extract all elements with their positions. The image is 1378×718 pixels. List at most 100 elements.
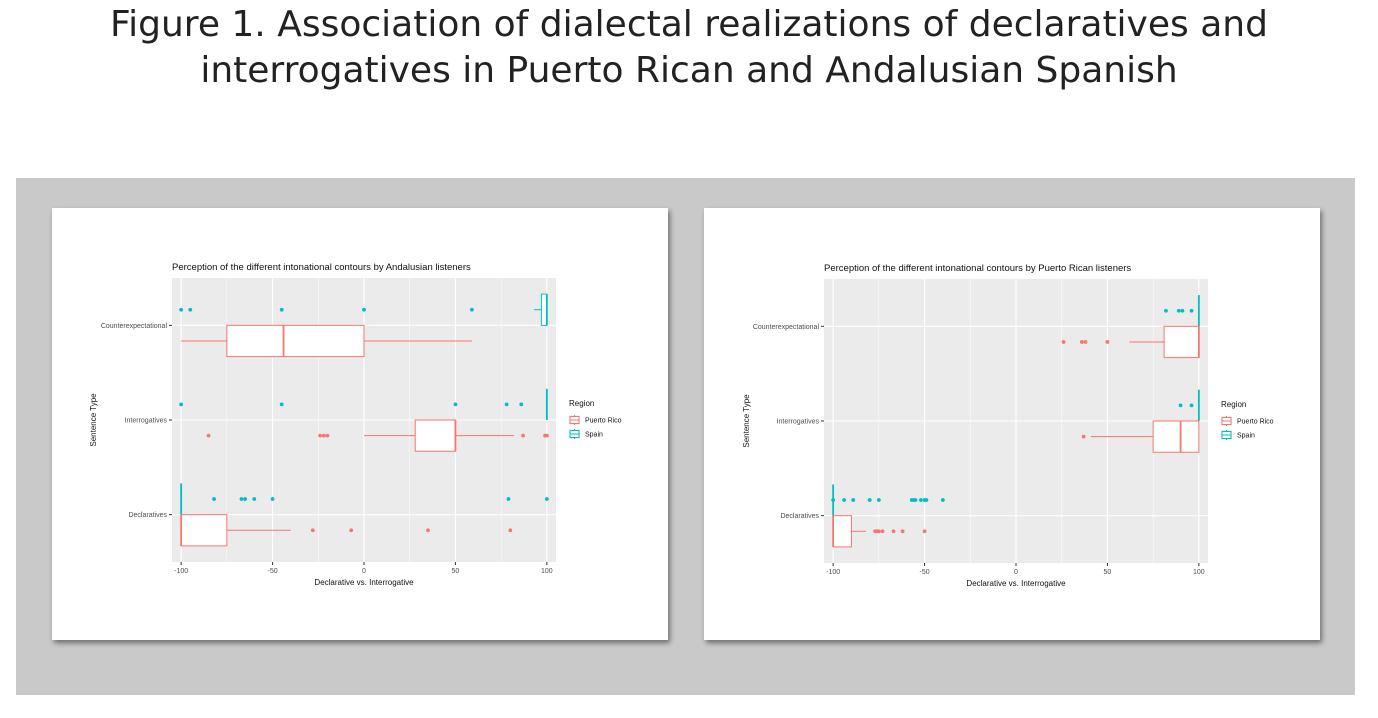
- box-puerto-rico-interrogatives: [1081, 420, 1200, 453]
- outlier-point: [179, 307, 184, 312]
- box-iqr: [180, 514, 228, 547]
- outlier-point: [1083, 340, 1088, 344]
- outlier-point: [544, 433, 549, 438]
- outlier-point: [239, 497, 244, 501]
- outlier-point: [504, 402, 509, 407]
- y-tick-label: Declaratives: [128, 512, 167, 519]
- outlier-point: [922, 529, 927, 534]
- outlier-point: [891, 529, 896, 534]
- outlier-point: [188, 307, 193, 312]
- x-tick-label: 100: [541, 568, 553, 575]
- figure-title-line1: Figure 1. Association of dialectal reali…: [110, 4, 1268, 45]
- box-iqr: [1163, 325, 1200, 359]
- outlier-point: [519, 402, 524, 407]
- outlier-point: [1189, 403, 1194, 408]
- outlier-point: [426, 528, 430, 533]
- outlier-point: [1061, 340, 1066, 344]
- x-tick-label: 0: [362, 568, 366, 575]
- outlier-point: [876, 498, 881, 502]
- outlier-point: [880, 529, 885, 534]
- box-spain-interrogatives: [1178, 389, 1200, 421]
- legend-key-puerto-rico: [569, 415, 580, 425]
- y-axis-label: Sentence Type: [89, 393, 98, 447]
- boxplot-andalusian: -100 -50 0 50 100 Declaratives Interrogatives C…: [89, 262, 622, 587]
- outlier-point: [279, 307, 284, 312]
- box-spain-counterexpectational: [179, 293, 548, 326]
- x-axis-label: Declarative vs. Interrogative: [314, 578, 414, 587]
- outlier-point: [1189, 308, 1194, 313]
- outlier-point: [310, 528, 315, 533]
- outlier-point: [469, 307, 474, 312]
- outlier-point: [544, 497, 549, 501]
- x-tick-label: 50: [452, 568, 460, 575]
- figure-title: Figure 1. Association of dialectal reali…: [0, 2, 1378, 94]
- x-axis-label: Declarative vs. Interrogative: [966, 579, 1066, 588]
- legend-key-spain: [1221, 430, 1232, 440]
- legend-label: Spain: [1237, 433, 1255, 440]
- legend-key-spain: [569, 429, 580, 439]
- outlier-point: [1180, 308, 1185, 313]
- outlier-point: [900, 529, 905, 534]
- outlier-point: [243, 497, 248, 501]
- box-puerto-rico-declaratives: [832, 515, 927, 548]
- box-spain-declaratives: [180, 483, 549, 515]
- y-tick-label: Counterexpectational: [753, 324, 820, 331]
- outlier-point: [1164, 308, 1168, 313]
- outlier-point: [919, 498, 923, 502]
- outlier-point: [521, 433, 525, 438]
- x-tick-label: -50: [268, 568, 278, 575]
- outlier-point: [1178, 403, 1183, 408]
- outlier-point: [1105, 340, 1110, 344]
- x-tick-label: 0: [1014, 569, 1018, 576]
- legend-title: Region: [1221, 400, 1246, 409]
- box-puerto-rico-declaratives: [180, 514, 513, 547]
- x-tick-label: -100: [174, 568, 188, 575]
- legend-label: Spain: [585, 432, 603, 439]
- outlier-point: [506, 497, 511, 501]
- outlier-point: [325, 433, 330, 438]
- outlier-point: [1079, 340, 1084, 344]
- outlier-point: [940, 498, 945, 502]
- box-puerto-rico-interrogatives: [206, 419, 549, 452]
- outlier-point: [1081, 434, 1086, 439]
- boxplot-puerto-rican: -100 -50 0 50 100 Declaratives Interrogatives C…: [742, 263, 1274, 588]
- box-puerto-rico-counterexpectational: [1061, 325, 1200, 359]
- outlier-point: [851, 498, 856, 502]
- outlier-point: [318, 433, 323, 438]
- outlier-point: [867, 498, 872, 502]
- box-iqr: [414, 419, 456, 452]
- outlier-point: [179, 402, 184, 407]
- outlier-point: [206, 433, 211, 438]
- chart-title: Perception of the different intonational…: [824, 263, 1131, 274]
- y-tick-label: Interrogatives: [125, 418, 168, 425]
- outlier-point: [876, 529, 881, 534]
- outlier-point: [924, 498, 929, 502]
- figure-title-line2: interrogatives in Puerto Rican and Andal…: [200, 50, 1178, 91]
- outlier-point: [831, 498, 836, 502]
- box-spain-interrogatives: [179, 388, 548, 420]
- outlier-point: [842, 498, 847, 502]
- box-iqr: [226, 324, 365, 358]
- chart-card-puerto-rican: -100 -50 0 50 100 Declaratives Interrogatives C…: [704, 208, 1320, 640]
- legend-title: Region: [569, 399, 594, 408]
- box-iqr: [832, 515, 852, 548]
- outlier-point: [1176, 308, 1181, 313]
- legend-key-puerto-rico: [1221, 416, 1232, 426]
- chart-card-andalusian: -100 -50 0 50 100 Declaratives Interrogatives C…: [52, 208, 668, 640]
- outlier-point: [349, 528, 354, 533]
- outlier-point: [212, 497, 216, 501]
- outlier-point: [279, 402, 284, 407]
- legend-label: Puerto Rico: [585, 418, 622, 425]
- box-spain-declaratives: [831, 484, 945, 516]
- box-iqr: [1152, 420, 1200, 453]
- x-tick-label: 100: [1193, 569, 1205, 576]
- outlier-point: [321, 433, 326, 438]
- chart-title: Perception of the different intonational…: [172, 262, 471, 273]
- y-tick-label: Interrogatives: [777, 419, 820, 426]
- box-spain-counterexpectational: [1164, 295, 1200, 327]
- outlier-point: [913, 498, 918, 502]
- legend-label: Puerto Rico: [1237, 419, 1274, 426]
- x-tick-label: -50: [920, 569, 930, 576]
- outlier-point: [508, 528, 513, 533]
- box-puerto-rico-counterexpectational: [181, 324, 472, 358]
